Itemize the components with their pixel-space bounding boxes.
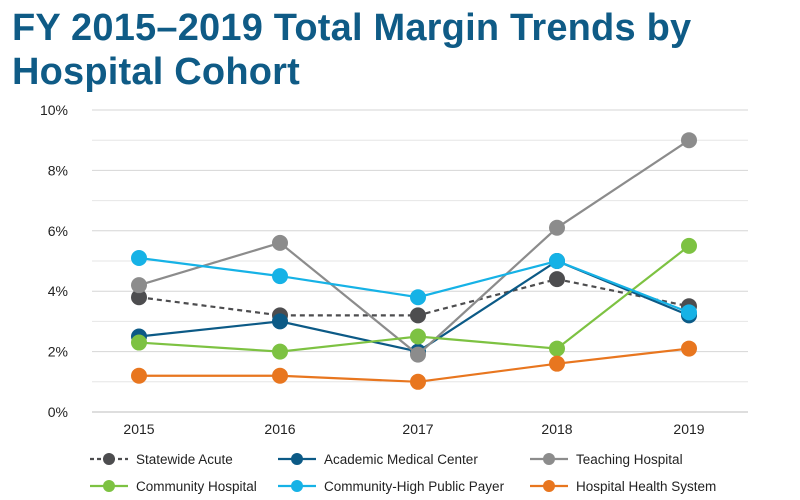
data-point [272, 313, 288, 330]
data-point [272, 234, 288, 251]
data-point [272, 343, 288, 360]
y-tick-label: 8% [48, 162, 68, 178]
x-tick-label: 2016 [264, 421, 295, 437]
data-point [410, 328, 426, 345]
legend-label: Community Hospital [136, 479, 257, 494]
data-point [131, 277, 147, 294]
x-tick-label: 2017 [402, 421, 433, 437]
series-community-high-public-payer [131, 249, 697, 321]
legend-marker [291, 480, 303, 492]
data-point [681, 340, 697, 357]
legend-label: Hospital Health System [576, 479, 716, 494]
x-tick-label: 2018 [541, 421, 572, 437]
legend-label: Teaching Hospital [576, 452, 683, 467]
legend-marker [103, 453, 115, 465]
legend-item: Academic Medical Center [278, 452, 478, 467]
series-hospital-health-system [131, 340, 697, 390]
legend-marker [291, 453, 303, 465]
data-point [131, 289, 147, 306]
legend-item: Teaching Hospital [530, 452, 683, 467]
legend-item: Hospital Health System [530, 479, 716, 494]
data-point [549, 340, 565, 357]
axes: 0% 2% 4% 6% 8% 10% 2015 2016 2017 2018 2019 [40, 102, 748, 437]
data-point [131, 334, 147, 351]
data-point [410, 289, 426, 306]
y-tick-label: 6% [48, 223, 68, 239]
legend-label: Community-High Public Payer [324, 479, 505, 494]
y-tick-label: 2% [48, 344, 68, 360]
data-point [681, 304, 697, 321]
y-tick-label: 4% [48, 283, 68, 299]
data-point [410, 307, 426, 324]
series-teaching-hospital [131, 132, 697, 363]
series-lines [131, 132, 697, 390]
data-point [549, 355, 565, 372]
data-point [549, 271, 565, 288]
legend-label: Academic Medical Center [324, 452, 478, 467]
legend-marker [543, 480, 555, 492]
series-line [138, 256, 690, 314]
legend-marker [543, 453, 555, 465]
data-point [410, 346, 426, 363]
legend-label: Statewide Acute [136, 452, 233, 467]
y-tick-label: 10% [40, 102, 68, 118]
legend-item: Community Hospital [90, 479, 257, 494]
x-tick-label: 2015 [123, 421, 154, 437]
chart-title: FY 2015–2019 Total Margin Trends by Hosp… [12, 7, 692, 93]
data-point [549, 253, 565, 269]
series-line [138, 139, 690, 357]
legend: Statewide Acute Academic Medical Center Te… [90, 452, 716, 494]
series-community-hospital [131, 237, 697, 360]
data-point [272, 367, 288, 384]
data-point [131, 367, 147, 384]
legend-item: Community-High Public Payer [278, 479, 505, 494]
data-point [681, 237, 697, 254]
x-tick-label: 2019 [673, 421, 704, 437]
data-point [131, 249, 147, 266]
legend-item: Statewide Acute [90, 452, 233, 467]
legend-marker [103, 480, 115, 492]
data-point [549, 219, 565, 236]
y-tick-label: 0% [48, 404, 68, 420]
data-point [272, 268, 288, 285]
data-point [681, 132, 697, 149]
data-point [410, 373, 426, 390]
